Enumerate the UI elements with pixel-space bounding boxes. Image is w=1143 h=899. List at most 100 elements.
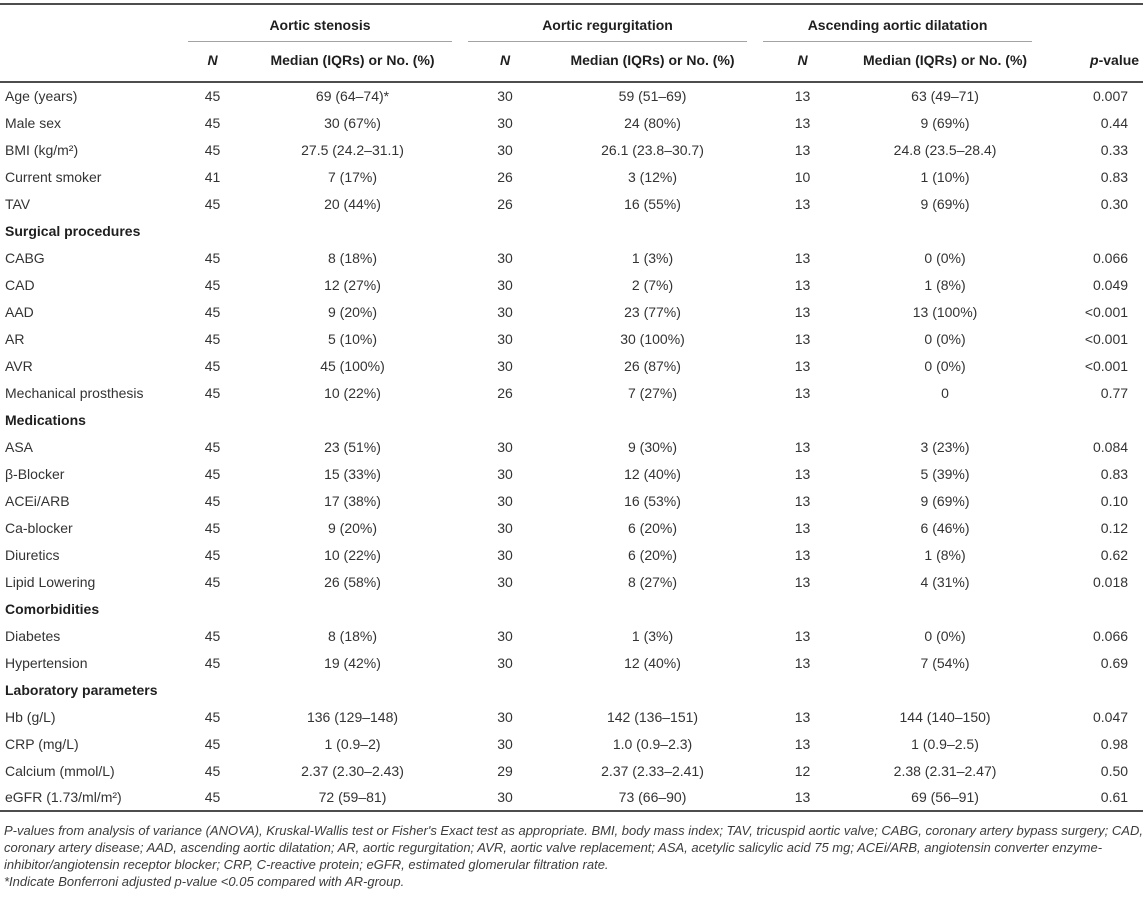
median-ar: 59 (51–69) bbox=[618, 88, 687, 104]
row-label: Lipid Lowering bbox=[5, 573, 96, 590]
median-as: 15 (33%) bbox=[324, 465, 381, 482]
row-label: Mechanical prosthesis bbox=[5, 384, 144, 401]
p-value: <0.001 bbox=[1084, 303, 1129, 320]
n-ar: 30 bbox=[497, 735, 513, 752]
row-label: Diabetes bbox=[5, 627, 61, 644]
n-aad: 13 bbox=[794, 627, 811, 644]
section-label: Surgical procedures bbox=[5, 222, 141, 239]
median-ar: 12 (40%) bbox=[624, 465, 681, 482]
median-aad: 69 (56–91) bbox=[850, 784, 1041, 812]
median-ar: 2 (7%) bbox=[631, 276, 674, 293]
n-ar: 26 bbox=[497, 384, 513, 401]
n-aad: 13 bbox=[794, 573, 811, 590]
n-as: 45 bbox=[204, 276, 221, 293]
n-aad: 13 bbox=[794, 384, 811, 401]
table-header: Aortic stenosis Aortic regurgitation Asc… bbox=[0, 4, 1143, 83]
median-as: 5 (10%) bbox=[327, 330, 378, 347]
table-row: CABG 45 8 (18%) 30 1 (3%) 13 0 (0%) 0.066 bbox=[0, 244, 1143, 271]
table-row: Calcium (mmol/L) 45 2.37 (2.30–2.43) 29 2.37… bbox=[0, 757, 1143, 784]
n-as: 41 bbox=[204, 168, 221, 185]
n-ar: 30 bbox=[497, 546, 513, 563]
table-row: TAV 45 20 (44%) 26 16 (55%) 13 9 (69%) 0.30 bbox=[0, 190, 1143, 217]
row-label: Diuretics bbox=[5, 546, 60, 563]
p-value: 0.69 bbox=[1100, 654, 1129, 671]
n-as: 45 bbox=[204, 654, 221, 671]
median-column-header-ar: Median (IQRs) or No. (%) bbox=[550, 42, 756, 83]
median-aad: 9 (69%) bbox=[920, 492, 970, 509]
n-aad: 13 bbox=[794, 438, 811, 455]
n-aad: 13 bbox=[794, 88, 811, 104]
n-ar: 30 bbox=[497, 357, 513, 374]
median-as: 30 (67%) bbox=[324, 114, 381, 131]
median-as: 19 (42%) bbox=[324, 654, 381, 671]
n-as: 45 bbox=[204, 249, 221, 266]
p-value: 0.44 bbox=[1100, 114, 1129, 131]
median-ar: 12 (40%) bbox=[624, 654, 681, 671]
n-as: 45 bbox=[204, 438, 221, 455]
p-value: 0.30 bbox=[1100, 195, 1129, 212]
p-value: 0.83 bbox=[1100, 465, 1129, 482]
median-as: 12 (27%) bbox=[324, 276, 381, 293]
median-aad: 1 (0.9–2.5) bbox=[911, 735, 979, 752]
table-row: Male sex 45 30 (67%) 30 24 (80%) 13 9 (69%) 0.4… bbox=[0, 109, 1143, 136]
p-value: <0.001 bbox=[1084, 357, 1129, 374]
median-as: 8 (18%) bbox=[327, 627, 378, 644]
table-row: ASA 45 23 (51%) 30 9 (30%) 13 3 (23%) 0.084 bbox=[0, 433, 1143, 460]
table-row: CRP (mg/L) 45 1 (0.9–2) 30 1.0 (0.9–2.3) 13 1 … bbox=[0, 730, 1143, 757]
median-aad: 0 (0%) bbox=[924, 249, 966, 266]
n-ar: 30 bbox=[497, 114, 513, 131]
median-aad: 9 (69%) bbox=[920, 114, 970, 131]
median-ar: 8 (27%) bbox=[628, 573, 678, 590]
n-as: 45 bbox=[204, 627, 221, 644]
p-value: 0.049 bbox=[1093, 276, 1129, 293]
p-value: 0.62 bbox=[1100, 546, 1129, 563]
median-ar: 16 (53%) bbox=[624, 492, 681, 509]
row-label: TAV bbox=[5, 195, 31, 212]
median-as: 7 (17%) bbox=[327, 168, 378, 185]
n-aad: 13 bbox=[755, 784, 851, 812]
n-ar: 30 bbox=[497, 330, 513, 347]
median-aad: 1 (8%) bbox=[924, 276, 966, 293]
median-as: 26 (58%) bbox=[324, 573, 381, 590]
table-body: Age (years) 45 69 (64–74)* 30 59 (51–69) 13 63… bbox=[0, 82, 1143, 812]
table-row: AR 45 5 (10%) 30 30 (100%) 13 0 (0%) <0.001 bbox=[0, 325, 1143, 352]
median-ar: 9 (30%) bbox=[628, 438, 678, 455]
table-row: Current smoker 41 7 (17%) 26 3 (12%) 10 1 (10%… bbox=[0, 163, 1143, 190]
table-row: AVR 45 45 (100%) 30 26 (87%) 13 0 (0%) <0.001 bbox=[0, 352, 1143, 379]
median-aad: 0 bbox=[941, 384, 949, 401]
median-aad: 24.8 (23.5–28.4) bbox=[893, 141, 997, 158]
footnote-asterisk-note: *Indicate Bonferroni adjusted p-value <0… bbox=[4, 874, 405, 889]
table-row: Lipid Lowering 45 26 (58%) 30 8 (27%) 13 4 (31… bbox=[0, 568, 1143, 595]
median-ar: 26 (87%) bbox=[624, 357, 681, 374]
row-label: eGFR (1.73/ml/m²) bbox=[0, 784, 180, 812]
n-ar: 30 bbox=[497, 141, 513, 158]
median-ar: 1 (3%) bbox=[631, 627, 674, 644]
n-ar: 30 bbox=[497, 249, 513, 266]
row-label: AR bbox=[5, 330, 25, 347]
section-row: Medications bbox=[0, 406, 1143, 433]
n-as: 45 bbox=[204, 519, 221, 536]
n-as: 45 bbox=[180, 784, 245, 812]
subheader-row: N Median (IQRs) or No. (%) N Median (IQR… bbox=[0, 42, 1143, 83]
table-row: β-Blocker 45 15 (33%) 30 12 (40%) 13 5 (39%) 0.… bbox=[0, 460, 1143, 487]
n-aad: 13 bbox=[794, 357, 811, 374]
median-aad: 4 (31%) bbox=[920, 573, 970, 590]
median-aad: 0 (0%) bbox=[924, 357, 966, 374]
group-header-row: Aortic stenosis Aortic regurgitation Asc… bbox=[0, 4, 1143, 83]
median-as: 1 (0.9–2) bbox=[324, 735, 381, 752]
n-column-header-ar: N bbox=[460, 42, 551, 83]
p-value: 0.83 bbox=[1100, 168, 1129, 185]
n-ar: 30 bbox=[497, 492, 513, 509]
row-label: CABG bbox=[5, 249, 45, 266]
median-aad: 5 (39%) bbox=[920, 465, 970, 482]
n-aad: 12 bbox=[794, 762, 811, 779]
n-as: 45 bbox=[204, 114, 221, 131]
p-value: 0.33 bbox=[1100, 141, 1129, 158]
median-aad: 1 (10%) bbox=[920, 168, 970, 185]
median-column-header-aad: Median (IQRs) or No. (%) bbox=[850, 42, 1041, 83]
n-aad: 13 bbox=[794, 114, 811, 131]
median-ar: 142 (136–151) bbox=[606, 708, 699, 725]
median-aad: 7 (54%) bbox=[920, 654, 970, 671]
n-as: 45 bbox=[204, 330, 221, 347]
n-aad: 13 bbox=[794, 519, 811, 536]
